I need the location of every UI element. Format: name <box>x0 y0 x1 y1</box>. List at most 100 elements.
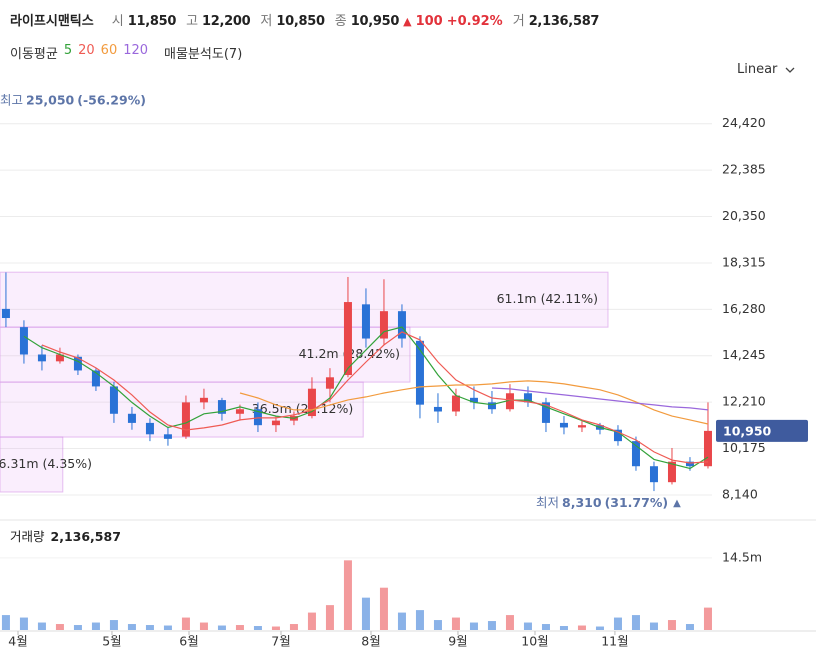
y-tick-label: 8,140 <box>722 486 758 501</box>
volume-bar <box>541 624 550 630</box>
field-value: 10,950 <box>350 14 400 29</box>
y-tick-label: 10,175 <box>722 440 766 455</box>
volume-bar <box>577 625 586 630</box>
volume-title-label: 거래량 <box>10 529 45 544</box>
volume-bar <box>181 617 190 630</box>
candle-body <box>613 429 622 442</box>
x-tick-label: 4월 <box>8 634 27 649</box>
candle-body <box>379 311 388 339</box>
field-label: 종 <box>334 14 347 29</box>
volume-bar <box>73 625 82 630</box>
ma-line <box>239 380 709 425</box>
candle-body <box>307 388 316 417</box>
volume-profile-bar <box>0 271 609 328</box>
volume-bar <box>433 620 442 630</box>
ma-legend[interactable]: 120 <box>123 43 149 58</box>
volume-bar <box>397 612 406 630</box>
indicator-bar: 이동평균 5 20 60 120 매물분석도(7) <box>10 43 242 62</box>
candle-body <box>127 413 136 423</box>
x-tick-label: 7월 <box>271 634 290 649</box>
candle-body <box>541 402 550 423</box>
volume-bar <box>361 597 370 630</box>
volume-bar <box>145 625 154 630</box>
candle-body <box>73 356 82 371</box>
candle-body <box>703 430 712 467</box>
candle-body <box>415 340 424 405</box>
x-tick-label: 5월 <box>102 634 121 649</box>
ma-line <box>491 387 709 411</box>
y-tick-label: 16,280 <box>722 301 766 316</box>
low-marker-part: 8,310 <box>562 495 602 510</box>
candle-body <box>667 461 676 483</box>
ma-legend[interactable]: 20 <box>78 43 95 58</box>
volume-bar <box>415 610 424 630</box>
volume-title: 거래량 2,136,587 <box>10 529 121 544</box>
volume-bar <box>253 626 262 630</box>
volume-profile-bar <box>0 326 411 383</box>
candle-body <box>37 354 46 362</box>
candle-body <box>343 302 352 376</box>
volume-bar <box>559 626 568 630</box>
profile-label[interactable]: 매물분석도(7) <box>164 47 243 62</box>
candle-body <box>235 409 244 414</box>
price-tag <box>716 419 808 442</box>
price-tag-label: 10,950 <box>723 423 772 438</box>
field-value: 2,136,587 <box>528 14 600 29</box>
volume-bar <box>343 560 352 630</box>
candles <box>1 272 712 492</box>
field-label: 고 <box>186 14 199 29</box>
volume-bar <box>271 626 280 630</box>
stock-name: 라이프시맨틱스 <box>10 14 94 29</box>
volume-bar <box>523 622 532 630</box>
candle-body <box>685 461 694 467</box>
candle-body <box>469 397 478 403</box>
y-tick-label: 18,315 <box>722 254 766 269</box>
ma-legend[interactable]: 60 <box>100 43 118 58</box>
volume-bar <box>685 624 694 630</box>
candle-body <box>523 393 532 403</box>
volume-bar <box>469 622 478 630</box>
field-value: 11,850 <box>127 14 177 29</box>
quote-header: 라이프시맨틱스 시 11,850 고 12,200 저 10,850 종 10,… <box>10 10 599 29</box>
volume-bar <box>55 624 64 630</box>
ma-label[interactable]: 이동평균 <box>10 47 58 62</box>
scale-dropdown[interactable]: Linear <box>737 62 795 77</box>
volume-bar <box>667 620 676 630</box>
volume-bar <box>91 622 100 630</box>
candle-body <box>91 370 100 387</box>
volume-profile-label: 61.1m (42.11%) <box>497 291 598 306</box>
field-label: 저 <box>260 14 273 29</box>
high-marker: 최고 25,050 (-56.29%) <box>0 92 146 107</box>
volume-bar <box>451 617 460 630</box>
field-label: 시 <box>111 14 124 29</box>
volume-bar <box>109 620 118 630</box>
candle-body <box>217 400 226 414</box>
candle-body <box>397 311 406 339</box>
volume-bar <box>19 617 28 630</box>
candle-body <box>559 422 568 428</box>
candle-body <box>181 402 190 437</box>
change-percent: +0.92% <box>446 14 503 29</box>
field-value: 10,850 <box>276 14 325 29</box>
high-marker-part: (-56.29%) <box>77 92 146 107</box>
ma-line <box>23 326 709 470</box>
candle-body <box>19 327 28 355</box>
volume-bar <box>379 587 388 630</box>
y-tick-label: 12,210 <box>722 394 766 409</box>
y-tick-label: 22,385 <box>722 162 766 177</box>
candle-body <box>631 441 640 467</box>
volume-bar <box>631 615 640 630</box>
change-value: 100 <box>415 14 443 29</box>
y-tick-label: 14,245 <box>722 347 766 362</box>
ma-legend[interactable]: 5 <box>63 43 73 58</box>
y-tick-label: 24,420 <box>722 115 766 130</box>
volume-title-value: 2,136,587 <box>51 529 121 544</box>
volume-bar <box>613 617 622 630</box>
field-label: 거 <box>512 14 525 29</box>
volume-bar <box>1 615 10 630</box>
volume-bar <box>703 607 712 630</box>
x-tick-label: 6월 <box>179 634 198 649</box>
volume-bar <box>649 622 658 630</box>
candle-body <box>505 393 514 410</box>
